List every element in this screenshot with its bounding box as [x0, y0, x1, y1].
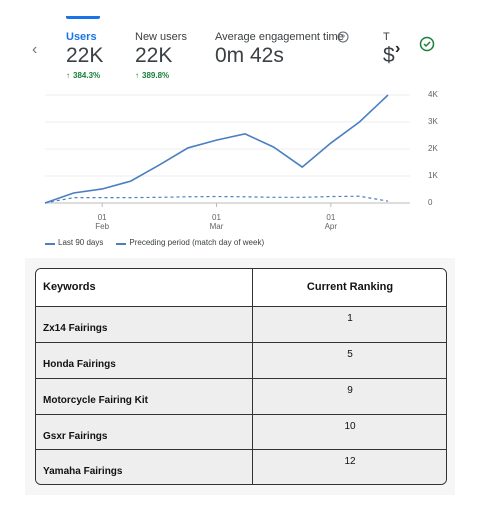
table-row: Motorcycle Fairing Kit 9 — [36, 378, 446, 415]
change-arrow: ↑ — [135, 71, 139, 80]
y-tick-label: 2K — [428, 144, 438, 153]
tab-change: 389.8% — [142, 71, 170, 80]
x-tick-label: 01 Feb — [95, 213, 110, 231]
legend-label: Preceding period (match day of week) — [129, 238, 265, 247]
tab-label[interactable]: New users — [135, 31, 187, 43]
table-cell: Zx14 Fairings — [36, 307, 253, 343]
table-cell: 10 — [344, 421, 356, 432]
tab-value: 0m 42s — [215, 44, 284, 67]
y-tick-label: 0 — [428, 198, 433, 207]
y-tick-label: 4K — [428, 90, 438, 99]
data-line — [44, 195, 389, 204]
y-tick-label: 3K — [428, 117, 438, 126]
info-icon[interactable]: ? — [337, 31, 349, 43]
table-row: Zx14 Fairings 1 — [36, 306, 446, 343]
x-tick-label: 01 Apr — [324, 213, 338, 231]
table-cell: Yamaha Fairings — [36, 450, 253, 484]
y-tick-label: 1K — [428, 171, 438, 180]
svg-text:?: ? — [341, 34, 345, 41]
table-cell: Motorcycle Fairing Kit — [36, 379, 253, 415]
tab-label[interactable]: T — [383, 31, 390, 43]
tab-value: $ — [383, 44, 395, 67]
table-header: Keywords Current Ranking — [36, 269, 446, 306]
tab-change: 384.3% — [73, 71, 101, 80]
legend-swatch — [116, 243, 127, 245]
table-cell: Gsxr Fairings — [36, 415, 253, 450]
legend-label: Last 90 days — [58, 238, 104, 247]
table-cell: Current Ranking — [306, 281, 394, 293]
status-icon — [419, 36, 435, 52]
tab-label[interactable]: Users — [66, 31, 97, 43]
table-cell: 9 — [347, 385, 353, 396]
table-row: Honda Fairings 5 — [36, 342, 446, 379]
table-row: Yamaha Fairings 12 — [36, 449, 446, 484]
table-row: Gsxr Fairings 10 — [36, 414, 446, 450]
table-cell: Honda Fairings — [36, 343, 253, 379]
table-cell: Keywords — [36, 269, 253, 306]
chart: 0 1K 2K 3K 4K — [44, 90, 438, 207]
legend-swatch — [45, 243, 55, 245]
tab-value: 22K — [66, 44, 104, 67]
tab-value: 22K — [135, 44, 173, 67]
table-cell: 5 — [347, 349, 353, 360]
x-tick-label: 01 Mar — [209, 213, 224, 231]
data-line — [44, 94, 389, 204]
table-cell: 12 — [344, 456, 356, 467]
next-arrow[interactable]: › — [395, 40, 401, 57]
analytics-card — [25, 15, 455, 258]
tab-label[interactable]: Average engagement time — [215, 31, 344, 43]
active-tab-indicator — [66, 16, 100, 19]
change-arrow: ↑ — [66, 71, 70, 80]
table-cell: 1 — [347, 313, 353, 324]
ranking-table: Keywords Current Ranking Zx14 Fairings 1 Hon… — [35, 268, 447, 485]
prev-arrow[interactable]: ‹ — [32, 41, 38, 58]
